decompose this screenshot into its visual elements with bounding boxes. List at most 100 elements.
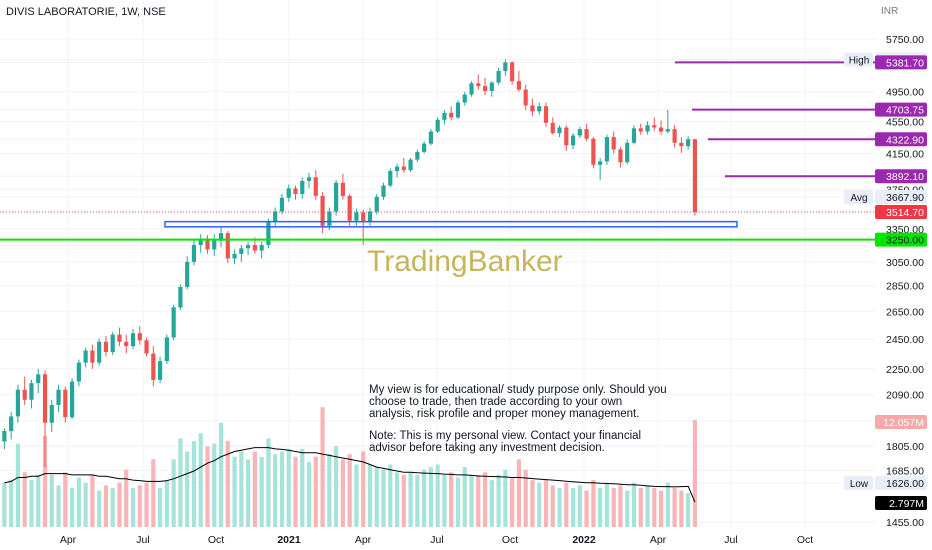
volume-bar bbox=[415, 474, 420, 527]
volume-bar bbox=[422, 469, 427, 527]
candle-body bbox=[29, 383, 34, 400]
volume-bar bbox=[394, 472, 400, 527]
volume-bar bbox=[604, 482, 610, 527]
volume-bar bbox=[266, 438, 271, 527]
candle-body bbox=[692, 139, 698, 213]
price-tag-value: 3667.90 bbox=[886, 192, 924, 204]
candle-body bbox=[598, 161, 603, 165]
volume-bar bbox=[692, 420, 698, 527]
volume-bar bbox=[239, 451, 244, 527]
candle-body bbox=[686, 139, 691, 147]
candle-body bbox=[83, 350, 88, 363]
volume-bar bbox=[306, 461, 312, 527]
volume-bar bbox=[63, 472, 68, 527]
level-lines bbox=[0, 61, 875, 241]
price-tag bbox=[875, 169, 927, 184]
volume-tag-value: 2.797M bbox=[889, 498, 924, 510]
price-tick-label: 4550.00 bbox=[886, 116, 924, 128]
volume-average-line bbox=[4, 447, 696, 503]
volume-bar bbox=[408, 472, 413, 527]
candle-body bbox=[225, 233, 230, 259]
price-tag-value: 3514.70 bbox=[886, 207, 924, 219]
volume-bar bbox=[537, 482, 542, 527]
volume-bar bbox=[455, 477, 461, 527]
volume-bar bbox=[340, 459, 345, 527]
candle-body bbox=[638, 128, 643, 132]
candle-body bbox=[205, 238, 210, 250]
volume-bar bbox=[503, 469, 508, 527]
candle-body bbox=[645, 125, 650, 132]
price-tag-value: 3250.00 bbox=[886, 235, 924, 247]
candle-body bbox=[361, 212, 366, 222]
volume-bar bbox=[56, 485, 61, 527]
candle-body bbox=[218, 233, 224, 241]
candle-body bbox=[63, 389, 68, 418]
time-axis[interactable]: Apr Jul Oct 2021 Apr Jul Oct 2022 Apr Jul Oct bbox=[60, 534, 813, 546]
candle-body bbox=[415, 151, 420, 160]
volume-bar bbox=[564, 482, 569, 527]
volume-bar bbox=[293, 456, 298, 527]
candle-body bbox=[658, 127, 664, 132]
candle-body bbox=[327, 211, 332, 226]
volume-tag bbox=[875, 415, 927, 429]
candle-body bbox=[381, 185, 386, 197]
disclaimer-note: My view is for educational/ study purpos… bbox=[369, 384, 669, 466]
volume-bar bbox=[442, 474, 447, 527]
candle-body bbox=[334, 182, 339, 212]
volume-bar bbox=[90, 474, 95, 527]
price-tag bbox=[875, 102, 927, 117]
candle-body bbox=[42, 374, 48, 423]
volume-bar bbox=[361, 451, 366, 527]
volume-bar bbox=[476, 474, 481, 527]
volume-bar bbox=[22, 472, 27, 527]
candle-body bbox=[171, 307, 176, 338]
volume-layer bbox=[2, 407, 698, 527]
volume-bar bbox=[191, 441, 197, 527]
candle-body bbox=[618, 149, 623, 163]
candle-body bbox=[191, 245, 197, 262]
candle-body bbox=[124, 341, 129, 347]
volume-bar bbox=[164, 480, 169, 527]
volume-bar bbox=[246, 459, 251, 527]
volume-bar bbox=[428, 467, 433, 527]
candle-body bbox=[212, 240, 217, 250]
volume-bar bbox=[449, 472, 454, 527]
time-tick-label: Jul bbox=[724, 534, 737, 546]
volume-bar bbox=[157, 487, 163, 527]
candle-body bbox=[178, 286, 183, 308]
volume-bar bbox=[103, 485, 109, 527]
price-tick-label: 1455.00 bbox=[886, 517, 924, 529]
volume-bar bbox=[625, 490, 630, 527]
time-tick-label: Apr bbox=[355, 534, 372, 546]
volume-bar bbox=[388, 464, 393, 527]
candle-body bbox=[151, 353, 156, 380]
volume-bar bbox=[130, 487, 136, 527]
volume-bar bbox=[638, 487, 643, 527]
volume-bar bbox=[36, 474, 41, 527]
volume-bar bbox=[462, 467, 467, 527]
volume-bar bbox=[300, 448, 305, 527]
volume-bar bbox=[205, 446, 210, 527]
candle-body bbox=[584, 129, 589, 139]
time-tick-label: Jul bbox=[136, 534, 149, 546]
time-tick-label: Oct bbox=[208, 534, 224, 546]
volume-bar bbox=[550, 485, 555, 527]
volume-bar bbox=[273, 454, 278, 527]
candle-body bbox=[469, 83, 474, 95]
candle-body bbox=[625, 142, 630, 163]
volume-tag-value: 12.057M bbox=[883, 417, 924, 429]
volume-bar bbox=[97, 490, 102, 527]
price-axis[interactable]: INR5750.005425.105381.704950.004703.7545… bbox=[844, 6, 927, 529]
volume-average-path bbox=[4, 447, 696, 503]
volume-bar bbox=[598, 487, 603, 527]
volume-bar bbox=[225, 441, 230, 527]
volume-bar bbox=[367, 464, 373, 527]
volume-bar bbox=[401, 474, 406, 527]
candle-body bbox=[428, 131, 433, 144]
price-tag-value: 4703.75 bbox=[886, 105, 924, 117]
candle-body bbox=[320, 195, 325, 226]
volume-bar bbox=[171, 459, 176, 527]
candle-body bbox=[56, 389, 61, 405]
volume-bar bbox=[354, 464, 359, 527]
